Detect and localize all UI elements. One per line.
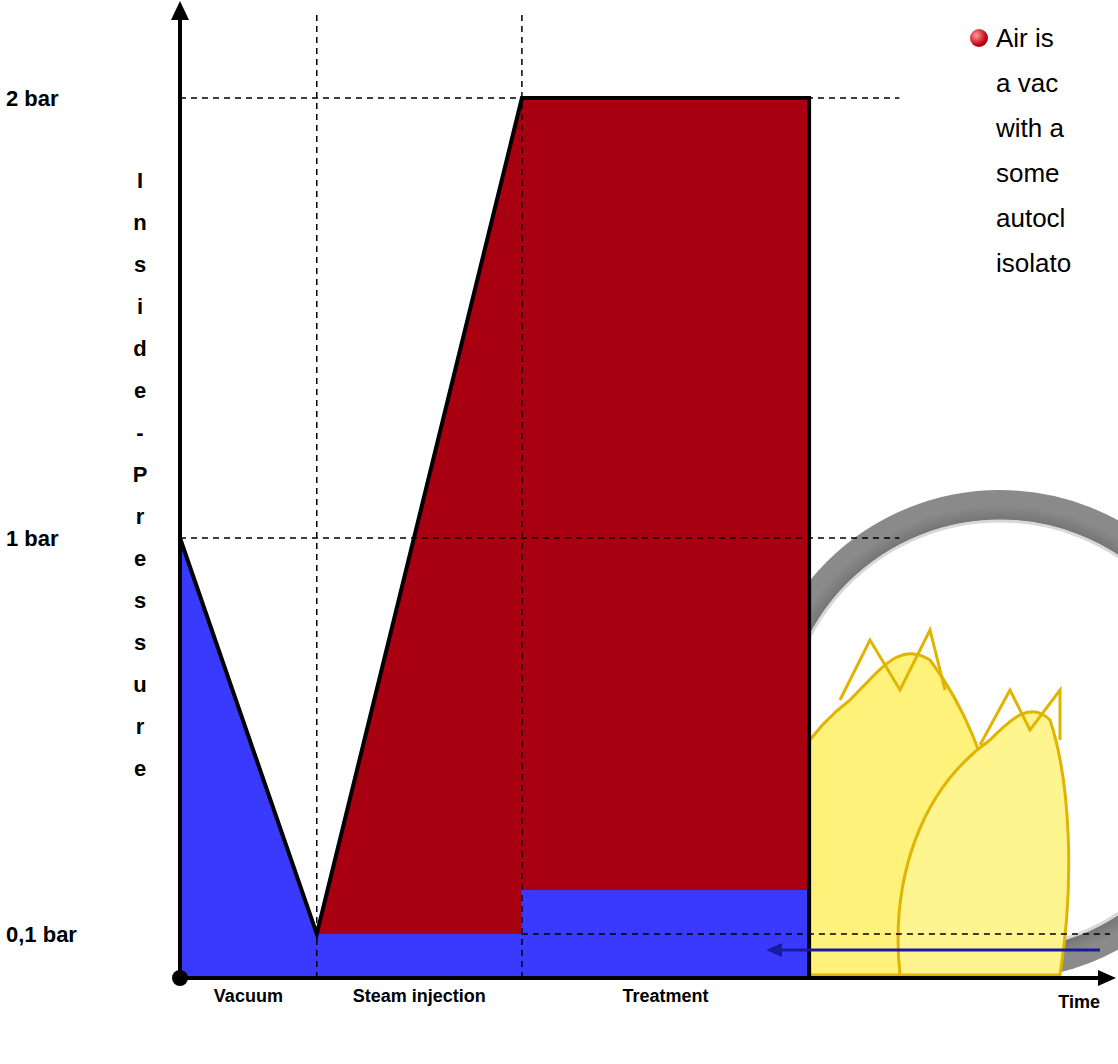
html-text:isolato: isolato <box>996 248 1072 278</box>
html-text:n: n <box>133 210 147 235</box>
html-text:autocl: autocl <box>996 203 1066 233</box>
html-text:P: P <box>132 462 148 487</box>
html-text:I: I <box>136 168 144 193</box>
html-text:some: some <box>996 158 1060 188</box>
svg-text:Vacuum: Vacuum <box>214 986 283 1006</box>
svg-text:0,1 bar: 0,1 bar <box>6 922 77 947</box>
svg-text:1 bar: 1 bar <box>6 526 59 551</box>
html-text:d: d <box>133 336 147 361</box>
html-text:s: s <box>133 252 147 277</box>
svg-text:2 bar: 2 bar <box>6 86 59 111</box>
svg-text:Steam injection: Steam injection <box>353 986 486 1006</box>
html-text:Air is: Air is <box>996 23 1054 53</box>
html-text:e: e <box>133 756 147 781</box>
html-text:e: e <box>133 378 147 403</box>
html-text:with a: with a <box>996 113 1064 143</box>
html-text:s: s <box>133 630 147 655</box>
html-text:r: r <box>135 714 145 739</box>
html-text:r: r <box>135 504 145 529</box>
svg-text:Treatment: Treatment <box>622 986 708 1006</box>
html-text:e: e <box>133 546 147 571</box>
html-text:s: s <box>133 588 147 613</box>
html-text:a vac: a vac <box>996 68 1059 98</box>
svg-text:Time: Time <box>1058 992 1100 1012</box>
html-text:u: u <box>133 672 147 697</box>
html-text:i: i <box>136 294 144 319</box>
